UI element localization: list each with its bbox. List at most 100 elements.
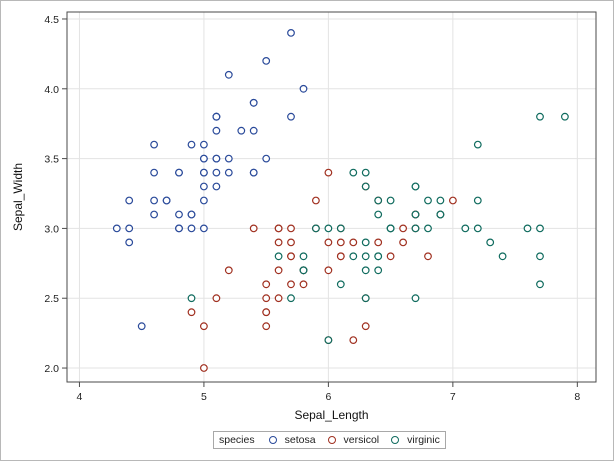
data-point-versicol: [349, 336, 358, 345]
data-point-setosa: [150, 140, 159, 149]
legend-label: versicol: [343, 434, 380, 446]
data-point-setosa: [237, 126, 246, 135]
legend-item-setosa: setosa: [268, 434, 316, 446]
data-point-setosa: [137, 322, 146, 331]
data-point-setosa: [199, 154, 208, 163]
data-point-virginic: [411, 224, 420, 233]
data-point-virginic: [486, 238, 495, 247]
data-point-virginic: [361, 238, 370, 247]
data-point-virginic: [461, 224, 470, 233]
data-point-virginic: [336, 280, 345, 289]
data-point-virginic: [374, 210, 383, 219]
data-point-setosa: [125, 224, 134, 233]
data-point-versicol: [274, 266, 283, 275]
x-tick-label: 5: [201, 391, 207, 403]
data-point-versicol: [187, 308, 196, 317]
data-point-setosa: [187, 224, 196, 233]
data-point-versicol: [324, 266, 333, 275]
data-point-versicol: [262, 322, 271, 331]
data-point-setosa: [199, 140, 208, 149]
data-point-setosa: [162, 196, 171, 205]
data-point-setosa: [224, 154, 233, 163]
legend-item-virginic: virginic: [391, 434, 440, 446]
data-point-virginic: [361, 168, 370, 177]
data-point-virginic: [473, 196, 482, 205]
data-point-virginic: [536, 280, 544, 289]
data-point-virginic: [324, 224, 333, 233]
plot-area: [66, 11, 597, 383]
data-point-versicol: [449, 196, 457, 205]
data-point-virginic: [299, 266, 308, 275]
data-point-versicol: [274, 224, 283, 233]
y-tick-label: 3.0: [44, 223, 59, 235]
data-point-virginic: [361, 182, 370, 191]
data-point-setosa: [299, 84, 308, 93]
legend-marker-icon: [391, 436, 400, 444]
data-point-virginic: [349, 168, 358, 177]
y-tick-label: 4.5: [44, 14, 59, 26]
data-point-versicol: [262, 280, 271, 289]
data-point-virginic: [361, 266, 370, 275]
data-point-setosa: [287, 112, 295, 121]
y-tick-label: 4.0: [44, 84, 59, 96]
data-point-versicol: [224, 266, 233, 275]
data-point-versicol: [287, 280, 295, 289]
data-point-setosa: [175, 210, 183, 219]
data-point-versicol: [424, 252, 432, 261]
data-point-versicol: [312, 196, 320, 205]
data-point-setosa: [212, 126, 221, 135]
data-point-virginic: [424, 196, 432, 205]
data-point-virginic: [536, 112, 544, 121]
data-point-setosa: [199, 168, 208, 177]
data-point-virginic: [436, 210, 445, 219]
data-point-versicol: [399, 224, 408, 233]
legend-marker-icon: [327, 436, 336, 444]
x-tick-label: 4: [77, 391, 83, 403]
data-point-versicol: [336, 252, 345, 261]
gridlines: [67, 12, 596, 382]
legend-label: setosa: [284, 434, 316, 446]
y-tick-label: 3.5: [44, 154, 59, 166]
data-point-setosa: [287, 29, 295, 37]
data-point-setosa: [187, 140, 196, 149]
data-point-virginic: [312, 224, 320, 233]
legend-label: virginic: [407, 434, 440, 446]
data-point-virginic: [386, 196, 395, 205]
data-point-virginic: [361, 252, 370, 261]
data-point-setosa: [175, 224, 183, 233]
data-point-virginic: [424, 224, 432, 233]
data-point-virginic: [498, 252, 507, 261]
data-point-versicol: [374, 238, 383, 247]
data-point-versicol: [399, 238, 408, 247]
data-point-versicol: [199, 364, 208, 372]
data-point-virginic: [374, 196, 383, 205]
data-point-versicol: [386, 252, 395, 261]
data-point-setosa: [125, 196, 134, 205]
data-point-setosa: [212, 112, 221, 121]
data-point-setosa: [212, 154, 221, 163]
data-point-virginic: [561, 112, 569, 121]
data-point-virginic: [336, 224, 345, 233]
data-point-versicol: [274, 238, 283, 247]
data-point-virginic: [536, 252, 544, 261]
data-point-setosa: [199, 224, 208, 233]
data-point-versicol: [262, 294, 271, 303]
data-point-virginic: [536, 224, 544, 233]
data-point-versicol: [212, 294, 221, 303]
data-point-setosa: [175, 168, 183, 177]
data-point-versicol: [324, 168, 333, 177]
data-point-versicol: [324, 238, 333, 247]
data-point-setosa: [249, 98, 258, 107]
data-point-virginic: [386, 224, 395, 233]
data-point-virginic: [299, 252, 308, 261]
legend-marker-icon: [268, 436, 277, 444]
data-point-setosa: [199, 182, 208, 191]
data-point-versicol: [262, 308, 271, 317]
data-point-versicol: [287, 224, 295, 233]
data-point-setosa: [249, 126, 258, 135]
data-point-virginic: [361, 294, 370, 303]
data-point-virginic: [287, 294, 295, 303]
data-point-virginic: [349, 252, 358, 261]
data-point-setosa: [262, 154, 271, 163]
